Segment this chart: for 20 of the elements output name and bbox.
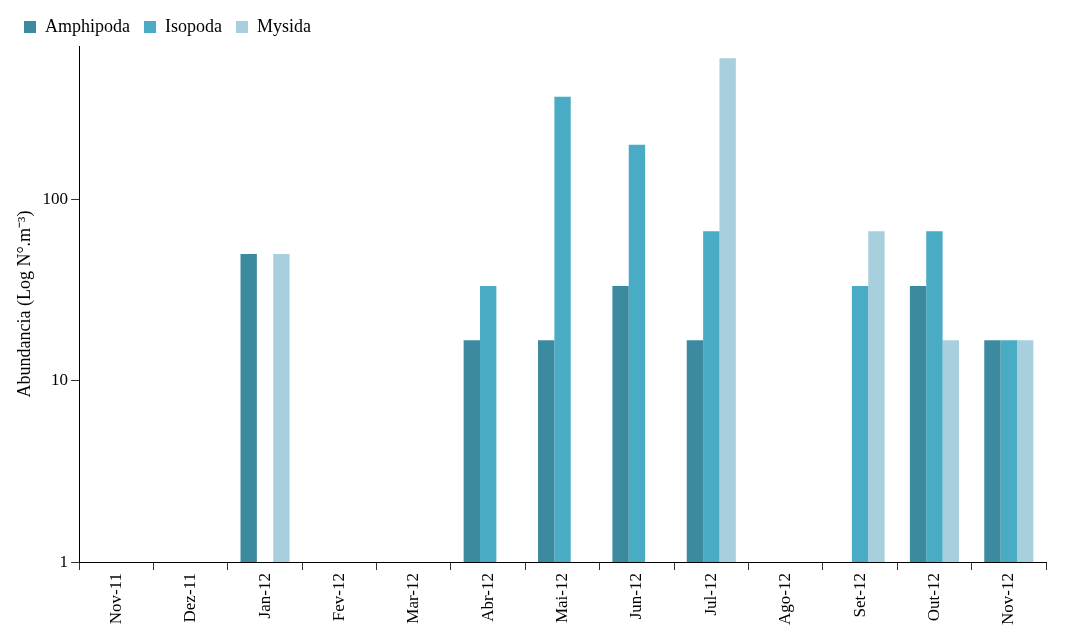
legend-label: Isopoda bbox=[164, 15, 222, 36]
y-tick-label: 100 bbox=[42, 188, 69, 208]
x-tick-label: Nov-12 bbox=[998, 573, 1018, 626]
x-tick-label: Abr-12 bbox=[477, 573, 497, 622]
x-tick-label: Fev-12 bbox=[328, 573, 348, 622]
x-tick-label: Ago-12 bbox=[775, 573, 795, 626]
x-tick-label: Nov-11 bbox=[105, 573, 125, 625]
x-tick-label: Dez-11 bbox=[180, 573, 200, 623]
x-tick-label: Jul-12 bbox=[700, 573, 720, 616]
y-axis-title: Abundancia (Log N°.m⁻³) bbox=[13, 210, 35, 398]
y-tick-label: 10 bbox=[51, 370, 69, 390]
legend-label: Amphipoda bbox=[45, 15, 130, 36]
x-tick-label: Mar-12 bbox=[403, 573, 423, 624]
legend-label: Mysida bbox=[256, 15, 311, 36]
x-tick-label: Out-12 bbox=[923, 573, 943, 622]
y-tick-label: 1 bbox=[59, 551, 69, 571]
x-tick-label: Jun-12 bbox=[626, 573, 646, 620]
x-tick-label: Mai-12 bbox=[552, 573, 572, 624]
x-tick-label: Set-12 bbox=[849, 573, 869, 618]
x-tick-label: Jan-12 bbox=[254, 573, 274, 619]
